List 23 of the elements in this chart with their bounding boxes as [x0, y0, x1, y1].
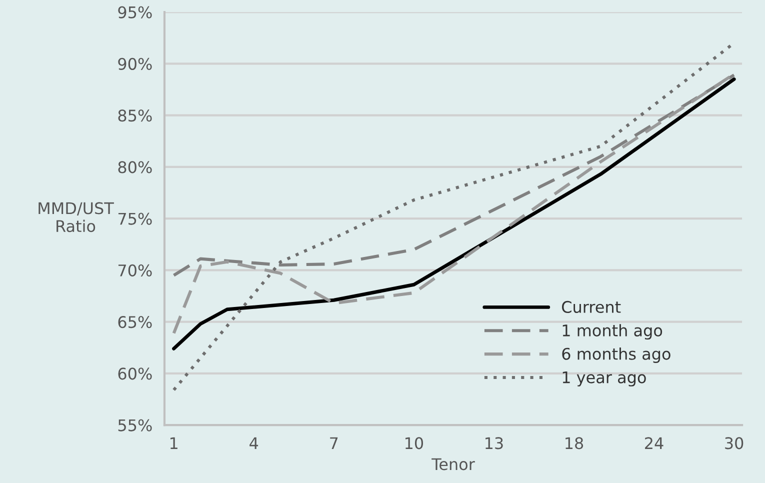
x-tick-label: 18	[566, 437, 584, 450]
legend-label: 1 month ago	[562, 324, 662, 340]
y-tick-label: 95%	[118, 6, 152, 18]
y-tick-label: 80%	[118, 161, 152, 174]
y-tick-label: 70%	[118, 264, 152, 276]
x-tick-label: 24	[645, 437, 664, 449]
y-tick-label: 85%	[118, 110, 152, 122]
y-tick-label: 90%	[118, 58, 152, 70]
y-tick-label: 55%	[118, 419, 152, 432]
x-tick-label: 13	[486, 437, 503, 450]
y-axis-title: MMD/UST Ratio	[38, 202, 114, 232]
x-tick-label: 1	[170, 437, 178, 449]
x-tick-label: 10	[406, 437, 424, 450]
y-tick-label: 75%	[118, 212, 152, 225]
x-tick-label: 30	[725, 437, 744, 450]
y-tick-label: 60%	[118, 368, 152, 380]
y-tick-label: 65%	[118, 316, 152, 328]
x-axis-title: Tenor	[432, 458, 475, 470]
legend-label: 1 year ago	[562, 371, 646, 386]
legend-label: 6 months ago	[562, 348, 670, 363]
legend-label: Current	[562, 300, 621, 314]
x-tick-label: 7	[330, 437, 338, 449]
x-tick-label: 4	[250, 437, 258, 449]
